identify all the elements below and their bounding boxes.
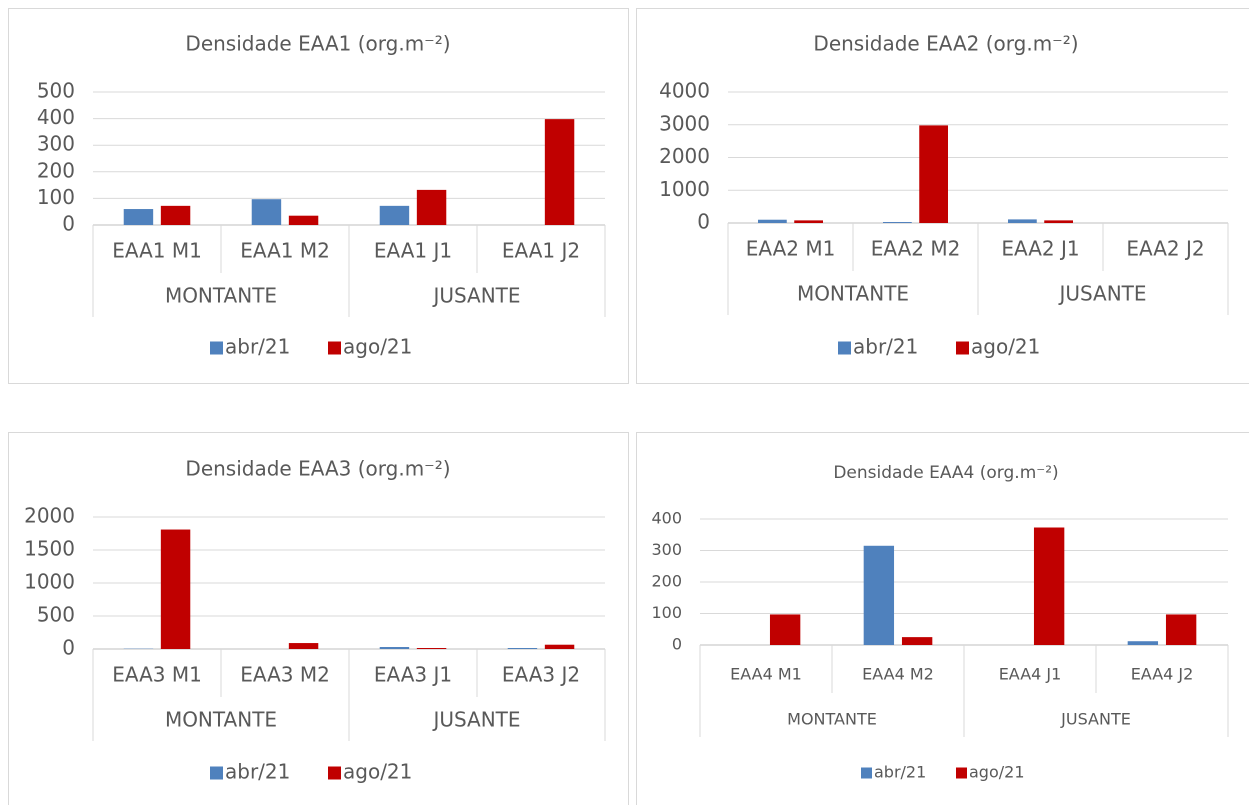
y-tick-label: 0 [62, 636, 75, 660]
legend-label: abr/21 [853, 335, 918, 359]
legend-swatch [328, 766, 341, 780]
x-tick-label: EAA1 M1 [112, 239, 202, 263]
group-label: JUSANTE [1057, 282, 1146, 306]
legend-label: abr/21 [225, 335, 290, 359]
group-label: JUSANTE [431, 708, 520, 732]
legend-swatch [328, 341, 341, 355]
bar [1044, 220, 1073, 223]
y-tick-label: 1000 [659, 177, 710, 201]
bar [919, 125, 948, 223]
bar [123, 209, 154, 225]
panel [636, 432, 1249, 805]
y-tick-label: 300 [37, 132, 75, 156]
y-tick-label: 0 [697, 210, 710, 234]
bar [416, 189, 447, 225]
x-tick-label: EAA2 M1 [746, 237, 836, 261]
y-tick-label: 500 [37, 603, 75, 627]
legend-label: ago/21 [969, 763, 1025, 782]
y-tick-label: 0 [672, 635, 682, 654]
panel [8, 432, 629, 805]
y-tick-label: 1500 [24, 537, 75, 561]
bar [883, 222, 912, 223]
x-tick-label: EAA3 M1 [112, 663, 202, 687]
legend-swatch [838, 341, 851, 355]
bar [160, 205, 191, 225]
chart-title: Densidade EAA2 (org.m⁻²) [813, 32, 1078, 56]
bar [1127, 641, 1159, 645]
legend-swatch [956, 767, 967, 779]
x-tick-label: EAA2 M2 [871, 237, 961, 261]
y-tick-label: 100 [651, 603, 682, 622]
x-tick-label: EAA1 J2 [502, 239, 580, 263]
bar [1008, 219, 1037, 223]
y-tick-label: 100 [37, 185, 75, 209]
legend-swatch [210, 341, 223, 355]
bar [758, 219, 787, 223]
x-tick-label: EAA4 J2 [1131, 665, 1194, 684]
y-tick-label: 200 [37, 158, 75, 182]
x-tick-label: EAA1 M2 [240, 239, 330, 263]
y-tick-label: 200 [651, 572, 682, 591]
bar [251, 199, 282, 225]
legend-swatch [210, 766, 223, 780]
y-tick-label: 2000 [659, 144, 710, 168]
y-tick-label: 1000 [24, 570, 75, 594]
y-tick-label: 2000 [24, 504, 75, 528]
bar [1033, 527, 1065, 645]
bar [769, 614, 801, 645]
legend-label: ago/21 [343, 335, 412, 359]
bar [544, 119, 575, 225]
bar [1165, 614, 1197, 645]
bar [416, 648, 447, 649]
bar [544, 644, 575, 649]
x-tick-label: EAA4 M1 [730, 665, 802, 684]
group-label: JUSANTE [1060, 710, 1131, 729]
legend-label: abr/21 [874, 763, 926, 782]
legend-label: abr/21 [225, 760, 290, 784]
x-tick-label: EAA2 J1 [1001, 237, 1079, 261]
bar [160, 529, 191, 649]
legend-swatch [861, 767, 872, 779]
x-tick-label: EAA4 M2 [862, 665, 934, 684]
y-tick-label: 400 [37, 105, 75, 129]
x-tick-label: EAA3 J2 [502, 663, 580, 687]
y-tick-label: 500 [37, 79, 75, 103]
x-tick-label: EAA2 J2 [1126, 237, 1204, 261]
chart-title: Densidade EAA3 (org.m⁻²) [185, 457, 450, 481]
bar [288, 643, 319, 649]
bar [379, 205, 410, 225]
legend-swatch [956, 341, 969, 355]
y-tick-label: 400 [651, 509, 682, 528]
bar [901, 637, 933, 645]
y-tick-label: 300 [651, 540, 682, 559]
legend-label: ago/21 [971, 335, 1040, 359]
chart-title: Densidade EAA4 (org.m⁻²) [833, 463, 1058, 483]
bar [288, 215, 319, 225]
legend-label: ago/21 [343, 760, 412, 784]
x-tick-label: EAA4 J1 [999, 665, 1062, 684]
group-label: MONTANTE [797, 282, 909, 306]
panel [8, 8, 629, 384]
group-label: MONTANTE [787, 710, 877, 729]
panel [636, 8, 1249, 384]
bar [794, 220, 823, 223]
bar [507, 648, 538, 649]
x-tick-label: EAA1 J1 [374, 239, 452, 263]
y-tick-label: 3000 [659, 111, 710, 135]
bar [863, 545, 895, 645]
group-label: MONTANTE [165, 284, 277, 308]
chart-title: Densidade EAA1 (org.m⁻²) [185, 32, 450, 56]
bar [379, 647, 410, 649]
y-tick-label: 0 [62, 212, 75, 236]
x-tick-label: EAA3 M2 [240, 663, 330, 687]
group-label: MONTANTE [165, 708, 277, 732]
x-tick-label: EAA3 J1 [374, 663, 452, 687]
y-tick-label: 4000 [659, 79, 710, 103]
group-label: JUSANTE [431, 284, 520, 308]
